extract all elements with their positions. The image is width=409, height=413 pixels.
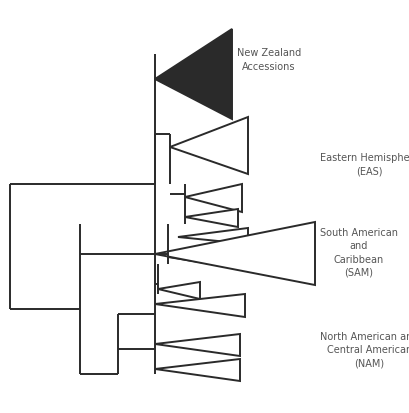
Polygon shape [155, 359, 240, 381]
Text: New Zealand
Accessions: New Zealand Accessions [237, 48, 301, 71]
Polygon shape [185, 185, 242, 212]
Polygon shape [155, 223, 315, 285]
Text: South American
and
Caribbean
(SAM): South American and Caribbean (SAM) [320, 228, 398, 277]
Polygon shape [158, 282, 200, 299]
Polygon shape [185, 209, 238, 228]
Polygon shape [170, 118, 248, 175]
Polygon shape [155, 334, 240, 356]
Text: North American and
Central American
(NAM): North American and Central American (NAM… [320, 331, 409, 367]
Text: Eastern Hemisphere
(EAS): Eastern Hemisphere (EAS) [320, 153, 409, 176]
Polygon shape [178, 228, 248, 244]
Polygon shape [155, 294, 245, 317]
Polygon shape [168, 247, 230, 267]
Polygon shape [155, 30, 232, 120]
